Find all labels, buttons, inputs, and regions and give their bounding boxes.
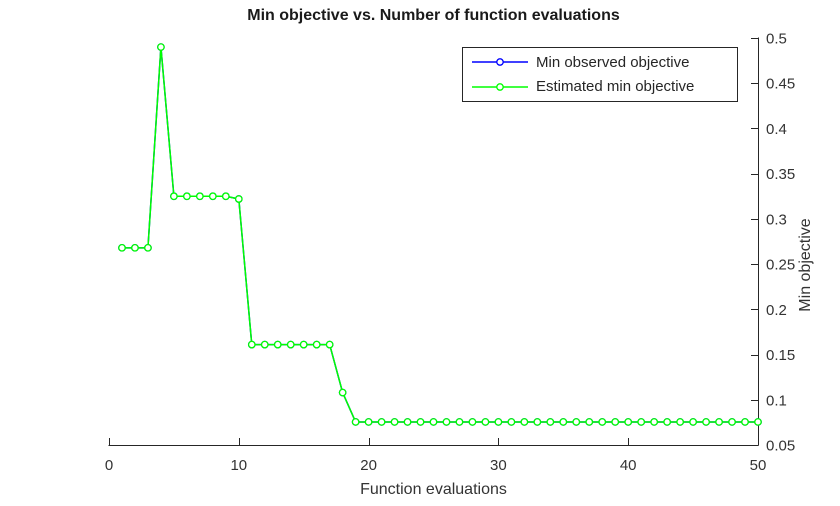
series-marker [507,418,516,426]
series-marker [715,418,723,426]
series-marker [546,418,555,426]
legend: Min observed objective Estimated min obj… [462,47,738,102]
series-marker [728,418,736,426]
x-tick-label: 10 [230,457,247,474]
legend-label-estimated: Estimated min objective [536,78,695,96]
y-axis-label: Min objective [797,218,814,312]
chart-title: Min objective vs. Number of function eva… [247,7,620,24]
series-marker [468,418,477,426]
series-marker [624,418,633,426]
series-marker [559,418,568,426]
series-marker [585,418,594,426]
y-tick-label: 0.3 [766,211,787,228]
legend-item-estimated: Estimated min objective [471,75,737,99]
y-tick-label: 0.05 [766,438,795,455]
y-tick-label: 0.4 [766,121,787,138]
series-marker [754,418,762,426]
series-marker [429,418,438,426]
series-marker [273,340,282,349]
series-marker [312,340,321,349]
series-marker [650,418,659,426]
series-marker [520,418,529,426]
x-tick-label: 50 [750,457,767,474]
series-marker [455,418,464,426]
series-marker [689,418,697,426]
series-marker [247,340,256,349]
series-marker [325,340,334,349]
series-marker [663,418,671,426]
series-marker [442,418,451,426]
series-marker [741,418,749,426]
x-axis-label: Function evaluations [360,481,507,498]
y-tick-label: 0.45 [766,76,795,93]
series-marker [390,418,399,426]
series-marker [234,195,243,203]
series-marker [170,192,178,201]
series-marker [286,340,295,349]
y-tick-label: 0.2 [766,302,787,319]
series-marker [481,418,490,426]
series-marker [494,418,503,426]
series-marker [611,418,620,426]
series-marker [131,243,139,252]
y-tick-label: 0.15 [766,347,795,364]
series-marker [118,243,126,252]
series-marker [221,192,230,201]
y-tick-label: 0.25 [766,257,795,274]
series-line-estimated-min-objective [121,46,758,423]
series-marker [676,418,684,426]
y-tick-label: 0.1 [766,392,787,409]
legend-item-observed: Min observed objective [471,50,737,74]
series-marker [702,418,710,426]
series-marker [260,340,269,349]
x-tick-label: 30 [490,457,507,474]
series-marker [338,388,347,397]
x-tick-label: 20 [360,457,377,474]
series-marker [144,243,152,252]
y-tick-label: 0.35 [766,166,795,183]
series-marker [416,418,425,426]
series-marker [533,418,542,426]
x-tick-label: 0 [105,457,113,474]
series-marker [572,418,581,426]
series-marker [637,418,646,426]
series-marker [351,418,360,426]
series-marker [598,418,607,426]
series-marker [299,340,308,349]
series-marker [364,418,373,426]
series-marker [183,192,191,201]
series-marker [208,192,217,201]
observed-line-sample-icon [472,58,528,67]
x-tick-label: 40 [620,457,637,474]
legend-label-observed: Min observed objective [536,53,690,71]
estimated-line-sample-icon [472,82,528,91]
series-marker [377,418,386,426]
series-line-min-observed-objective [121,46,758,423]
y-tick-label: 0.5 [766,31,787,48]
series-marker [157,43,165,51]
series-marker [196,192,204,201]
series-marker [403,418,412,426]
